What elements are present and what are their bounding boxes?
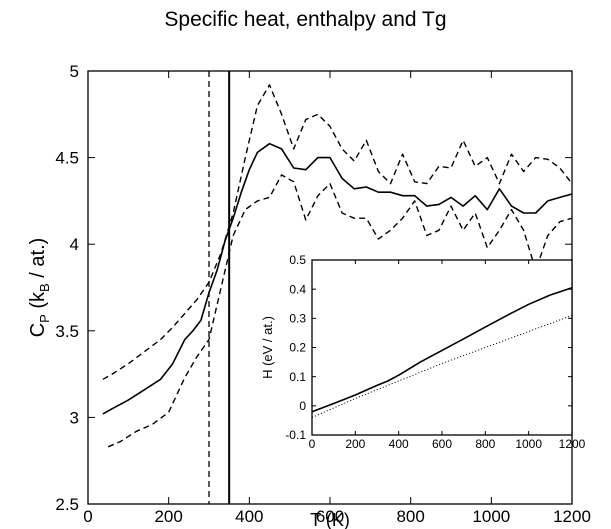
y-tick-label: 2.5 [55, 495, 79, 514]
chart-title: Specific heat, enthalpy and Tg [164, 8, 447, 31]
inset-y-tick-label: 0.4 [289, 282, 306, 296]
inset-y-tick-label: 0 [299, 399, 306, 413]
y-tick-label: 5 [70, 62, 79, 81]
y-axis-label-part: C [27, 323, 49, 337]
x-tick-label: 1000 [472, 507, 510, 526]
x-tick-label: 800 [396, 507, 424, 526]
inset-x-tick-label: 1200 [559, 437, 586, 451]
inset-y-tick-label: 0.3 [289, 312, 306, 326]
x-tick-label: 600 [316, 507, 344, 526]
inset-y-tick-label: 0.1 [289, 370, 306, 384]
inset-x-tick-label: 0 [309, 437, 316, 451]
series-dashed-1 [102, 84, 573, 380]
y-axis-label-part: (k [27, 291, 49, 314]
inset-plot-frame [311, 259, 573, 436]
x-axis-label: T (K) [310, 510, 350, 529]
inset-x-tick-label: 800 [475, 437, 495, 451]
y-tick-label: 3.5 [55, 322, 79, 341]
y-axis-label-subscript: B [37, 283, 52, 292]
inset-x-tick-label: 400 [389, 437, 409, 451]
x-tick-label: 1200 [553, 507, 591, 526]
inset-y-tick-label: 0.2 [289, 341, 306, 355]
inset-y-tick-label: -0.1 [285, 428, 306, 442]
main-chart: 0 200 400 600 800 1000 1200 2.5 3 3.5 4 4.5 5 T (K) CP… [27, 62, 591, 529]
inset-x-tick-label: 1000 [515, 437, 542, 451]
y-tick-label: 4.5 [55, 149, 79, 168]
y-axis-label-part: / at.) [27, 238, 49, 284]
x-tick-label: 200 [154, 507, 182, 526]
inset-plot-background [312, 260, 572, 435]
inset-x-tick-label: 200 [345, 437, 365, 451]
series-dashed-2 [107, 174, 573, 448]
x-tick-label: 400 [235, 507, 263, 526]
y-axis-label-subscript: P [37, 314, 52, 323]
series-solid-0 [102, 142, 573, 415]
inset-chart: 0 200 400 600 800 1000 1200-0.100.10.20.30.40.… [260, 253, 586, 451]
y-axis-label: CP (kB / at.) [27, 238, 52, 338]
inset-y-tick-label: 0.5 [289, 253, 306, 267]
inset-y-axis-label: H (eV / at.) [260, 316, 275, 379]
inset-x-tick-label: 600 [432, 437, 452, 451]
y-tick-label: 3 [70, 408, 79, 427]
x-tick-label: 0 [83, 507, 92, 526]
y-tick-label: 4 [70, 235, 79, 254]
inset-series-solid-0 [311, 286, 573, 413]
